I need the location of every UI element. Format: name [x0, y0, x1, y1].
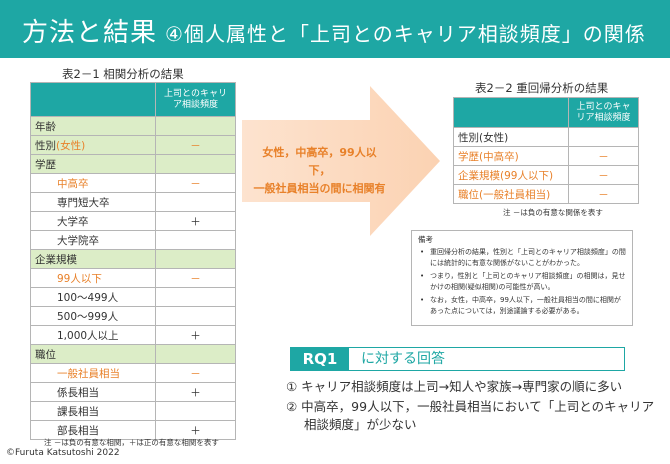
table1-header: 上司とのキャリア相談頻度 — [155, 82, 236, 117]
table2-header-blank — [453, 97, 569, 128]
table1-row: 学歴 — [30, 154, 236, 174]
row-label: 学歴 — [30, 154, 156, 174]
table1-row: 500～999人 — [30, 306, 236, 326]
table1-note: 注 －は負の有意な相関，＋は正の有意な相関を表す — [44, 438, 219, 447]
title-sub: ④個人属性と「上司とのキャリア相談頻度」の関係 — [165, 22, 646, 46]
remarks-item: 重回帰分析の結果，性別と「上司とのキャリア相談頻度」の間には統計的に有意な関係が… — [418, 247, 626, 269]
row-label: 専門短大卒 — [30, 192, 156, 212]
table1-header-blank — [30, 82, 156, 117]
row-mark: － — [155, 135, 236, 155]
row-label: 課長相当 — [30, 401, 156, 421]
row-label: 部長相当 — [30, 420, 156, 440]
row-label: 企業規模(99人以下) — [453, 165, 569, 185]
table1-row: 大学院卒 — [30, 230, 236, 250]
table1-row: 年齢 — [30, 116, 236, 136]
table1-row: 企業規模 — [30, 249, 236, 269]
remarks-item: なお，女性，中高卒，99人以下，一般社員相当の間に相関があった点については，別途… — [418, 295, 626, 317]
row-mark — [155, 401, 236, 421]
copyright: ©Furuta Katsutoshi 2022 — [6, 448, 120, 458]
table1-row: 大学卒＋ — [30, 211, 236, 231]
row-mark — [155, 116, 236, 136]
table1-row: 部長相当＋ — [30, 420, 236, 440]
row-mark — [155, 306, 236, 326]
row-mark: ＋ — [155, 420, 236, 440]
row-mark: ＋ — [155, 382, 236, 402]
row-mark: － — [155, 173, 236, 193]
page-title: 方法と結果 ④個人属性と「上司とのキャリア相談頻度」の関係 — [22, 12, 646, 49]
regression-table: 上司とのキャリア相談頻度 性別(女性) 学歴(中高卒) －企業規模(99人以下) －職… — [453, 97, 639, 204]
row-mark — [155, 154, 236, 174]
row-mark: ＋ — [155, 325, 236, 345]
row-mark: － — [568, 165, 639, 185]
table1-row: 性別(女性) － — [30, 135, 236, 155]
row-mark — [155, 192, 236, 212]
table2-row: 学歴(中高卒) － — [453, 146, 639, 166]
row-label: 性別(女性) — [30, 135, 156, 155]
row-mark — [155, 287, 236, 307]
table1-row: 専門短大卒 — [30, 192, 236, 212]
row-mark: － — [155, 363, 236, 383]
row-mark — [155, 344, 236, 364]
row-label: 企業規模 — [30, 249, 156, 269]
row-mark: － — [568, 184, 639, 204]
table2-row: 性別(女性) — [453, 127, 639, 147]
row-mark — [155, 249, 236, 269]
row-label: 年齢 — [30, 116, 156, 136]
table2-note: 注 －は負の有意な関係を表す — [503, 208, 603, 217]
conclusion-2-line-2: 相談頻度」が少ない — [304, 417, 417, 432]
table1-caption: 表2－1 相関分析の結果 — [62, 67, 184, 81]
rq-label: RQ1 — [291, 348, 349, 370]
row-label: 職位(一般社員相当) — [453, 184, 569, 204]
row-label: 99人以下 — [30, 268, 156, 288]
arrow-line-1: 女性，中高卒，99人以下， — [262, 146, 377, 177]
correlation-table: 上司とのキャリア相談頻度 年齢 性別(女性) －学歴 中高卒－専門短大卒 大学卒＋大学院… — [30, 82, 236, 440]
title-main: 方法と結果 — [22, 18, 158, 48]
table1-row: 一般社員相当－ — [30, 363, 236, 383]
row-mark: ＋ — [155, 211, 236, 231]
result-arrow — [242, 86, 440, 236]
row-label: 職位 — [30, 344, 156, 364]
arrow-line-2: 一般社員相当の間に相関有 — [253, 182, 386, 195]
remarks-box: 備考 重回帰分析の結果，性別と「上司とのキャリア相談頻度」の間には統計的に有意な… — [411, 230, 633, 326]
rq-text: に対する回答 — [361, 351, 445, 367]
row-label: 性別(女性) — [453, 127, 569, 147]
row-label: 100～499人 — [30, 287, 156, 307]
table1-row: 中高卒－ — [30, 173, 236, 193]
rq-box: RQ1 に対する回答 — [290, 347, 625, 371]
row-label: 大学卒 — [30, 211, 156, 231]
remarks-list: 重回帰分析の結果，性別と「上司とのキャリア相談頻度」の間には統計的に有意な関係が… — [418, 247, 626, 317]
row-label: 大学院卒 — [30, 230, 156, 250]
table1-row: 100～499人 — [30, 287, 236, 307]
table2-caption: 表2－2 重回帰分析の結果 — [475, 81, 609, 95]
table1-row: 課長相当 — [30, 401, 236, 421]
row-label: 500～999人 — [30, 306, 156, 326]
conclusion-2-line-1: ② 中高卒，99人以下，一般社員相当において「上司とのキャリア — [286, 399, 655, 414]
table1-row: 1,000人以上＋ — [30, 325, 236, 345]
table2-row: 企業規模(99人以下) － — [453, 165, 639, 185]
row-label: 中高卒 — [30, 173, 156, 193]
remarks-item: つまり，性別と「上司とのキャリア相談頻度」の相関は，見せかけの相関(疑似相関)の… — [418, 271, 626, 293]
row-mark: － — [155, 268, 236, 288]
arrow-text: 女性，中高卒，99人以下， 一般社員相当の間に相関有 — [252, 144, 387, 198]
table2-row: 職位(一般社員相当) － — [453, 184, 639, 204]
row-label: 学歴(中高卒) — [453, 146, 569, 166]
table1-row: 係長相当＋ — [30, 382, 236, 402]
row-mark — [568, 127, 639, 147]
row-label: 係長相当 — [30, 382, 156, 402]
row-label: 一般社員相当 — [30, 363, 156, 383]
table2-header: 上司とのキャリア相談頻度 — [568, 97, 639, 128]
table1-row: 99人以下－ — [30, 268, 236, 288]
row-label-suffix: (女性) — [56, 139, 86, 152]
table1-row: 職位 — [30, 344, 236, 364]
row-label: 1,000人以上 — [30, 325, 156, 345]
conclusion-1: ① キャリア相談頻度は上司→知人や家族→専門家の順に多い — [286, 379, 623, 394]
row-mark: － — [568, 146, 639, 166]
title-bar: 方法と結果 ④個人属性と「上司とのキャリア相談頻度」の関係 — [0, 0, 670, 58]
row-mark — [155, 230, 236, 250]
remarks-heading: 備考 — [418, 235, 433, 244]
